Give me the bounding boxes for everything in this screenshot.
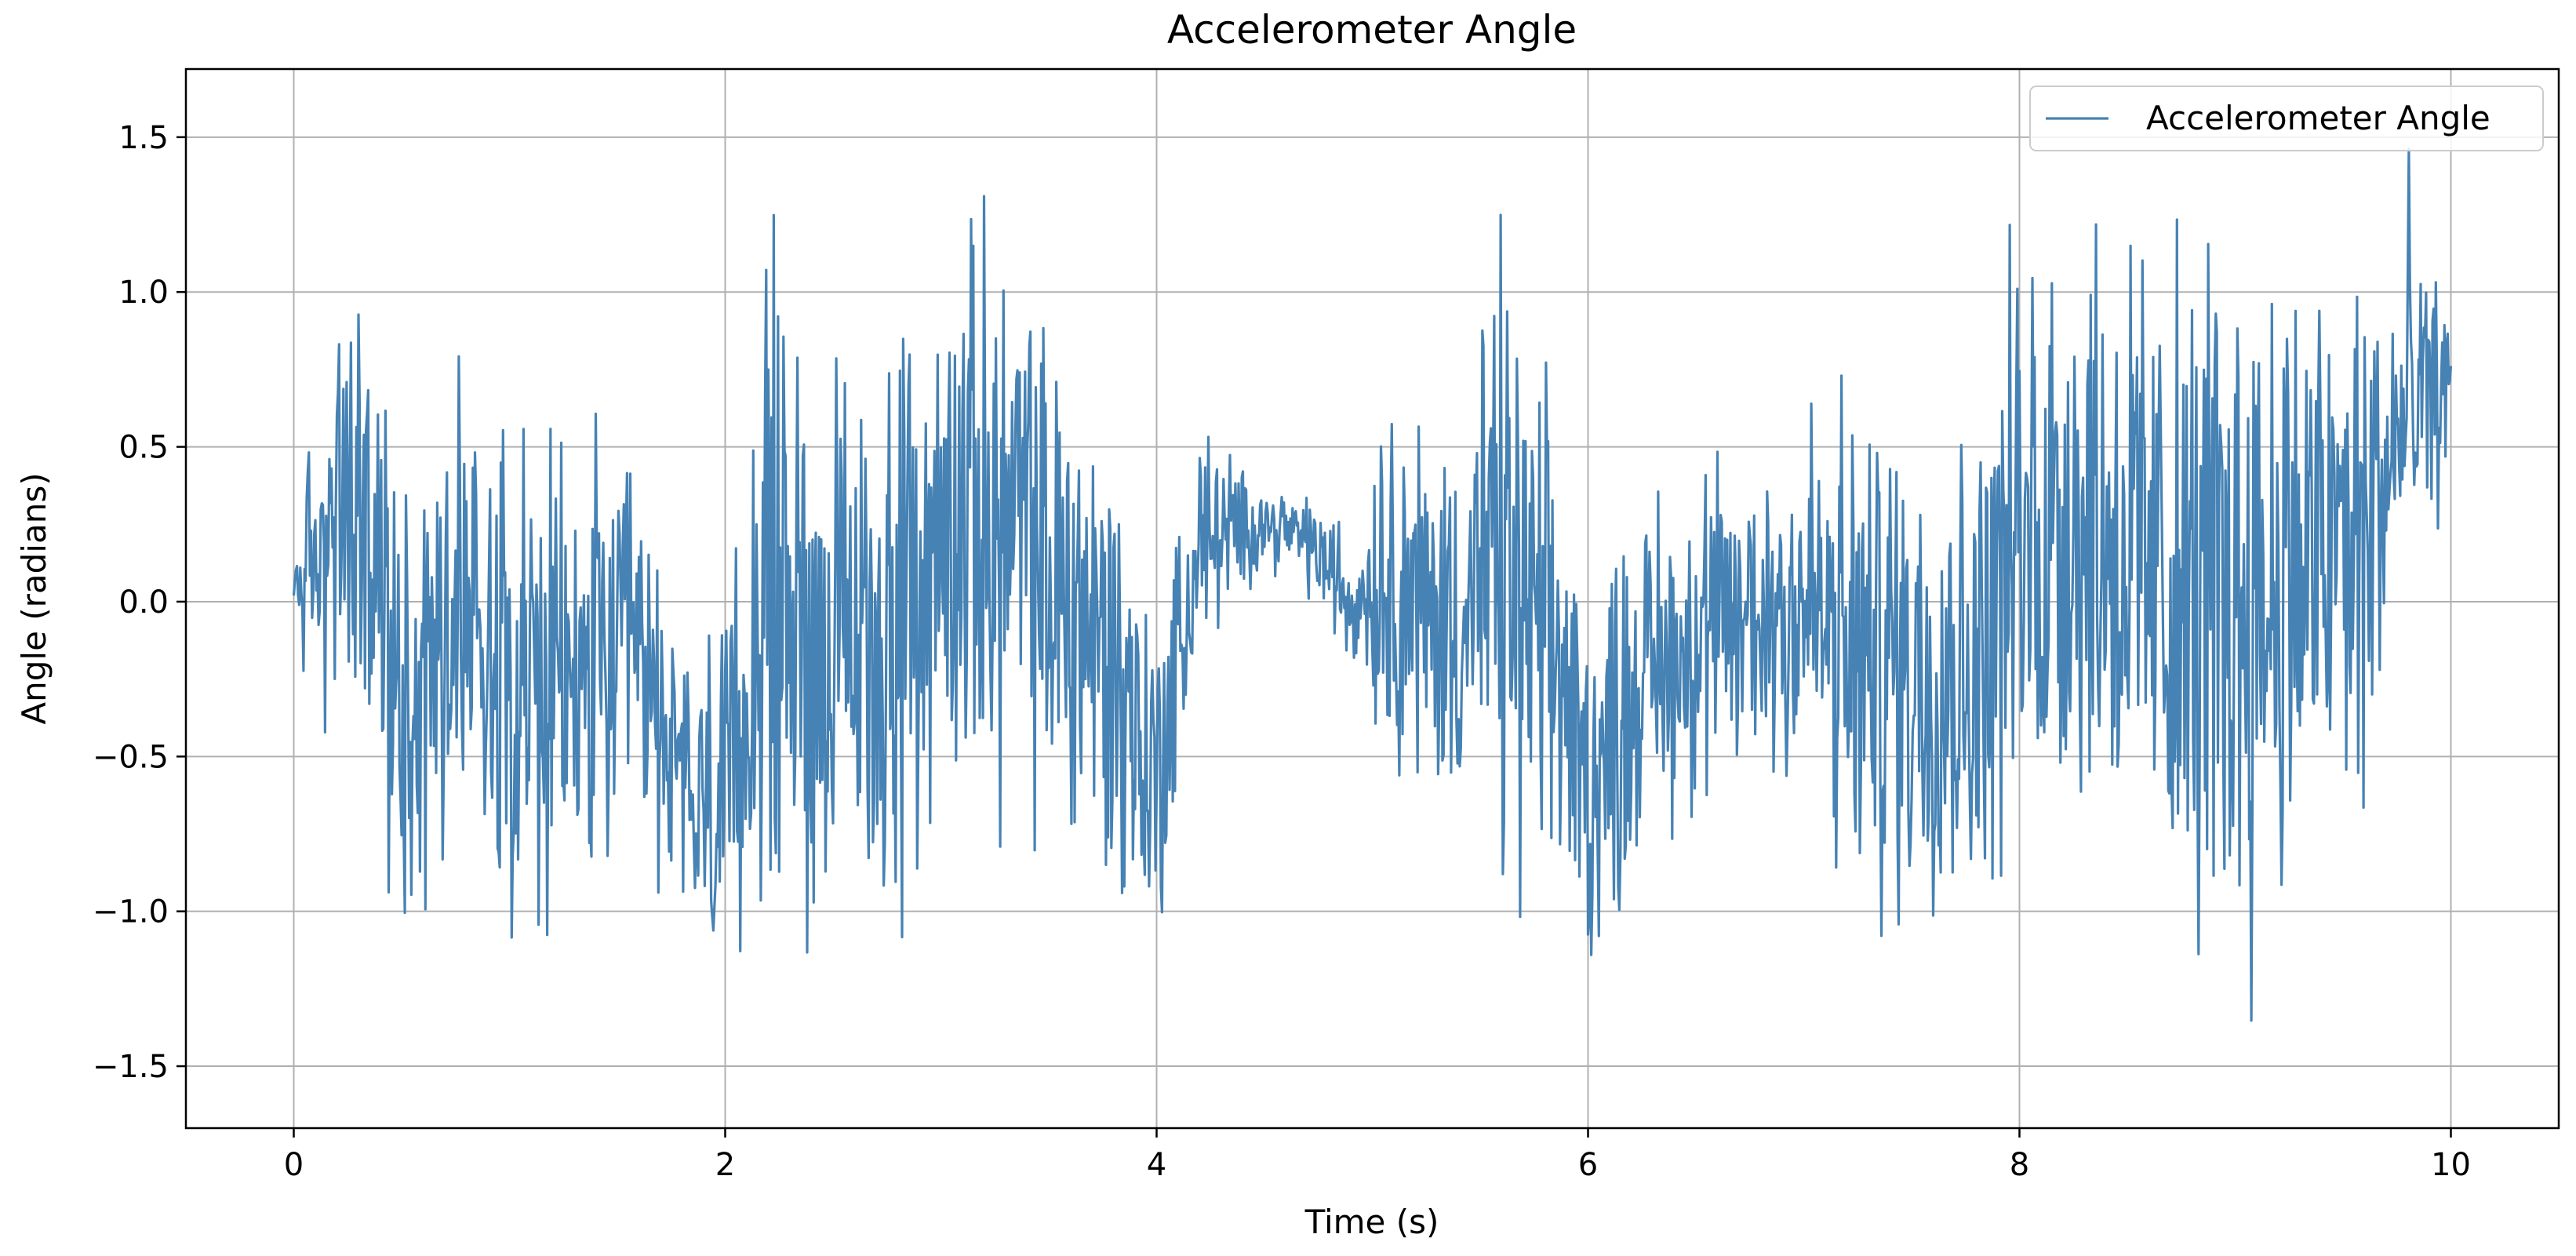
- y-tick-label: −0.5: [93, 739, 169, 775]
- x-tick-label: 4: [1147, 1147, 1166, 1183]
- y-tick-label: −1.5: [93, 1049, 169, 1085]
- x-tick-label: 0: [284, 1147, 304, 1183]
- x-tick-label: 2: [715, 1147, 735, 1183]
- y-tick-label: 0.5: [118, 430, 169, 466]
- y-axis-ticks: 1.5 1.0 0.5 0.0 −0.5 −1.0 −1.5: [93, 120, 186, 1085]
- x-tick-label: 10: [2431, 1147, 2471, 1183]
- y-axis-label: Angle (radians): [15, 472, 53, 724]
- chart-title: Accelerometer Angle: [1167, 7, 1577, 53]
- x-axis-ticks: 0 2 4 6 8 10: [284, 1128, 2471, 1183]
- x-axis-label: Time (s): [1304, 1203, 1439, 1241]
- y-tick-label: 1.5: [118, 120, 169, 156]
- x-tick-label: 6: [1578, 1147, 1598, 1183]
- y-tick-label: 0.0: [118, 584, 169, 621]
- plot-frame: [184, 67, 2560, 1130]
- y-tick-label: 1.0: [118, 275, 169, 311]
- y-tick-label: −1.0: [93, 894, 169, 930]
- x-tick-label: 8: [2010, 1147, 2029, 1183]
- legend-label: Accelerometer Angle: [2146, 99, 2490, 137]
- legend: Accelerometer Angle: [2029, 86, 2544, 151]
- legend-box: [2029, 86, 2544, 151]
- plot-area: [292, 147, 2453, 1022]
- series-line-accelerometer-angle: [292, 147, 2453, 1022]
